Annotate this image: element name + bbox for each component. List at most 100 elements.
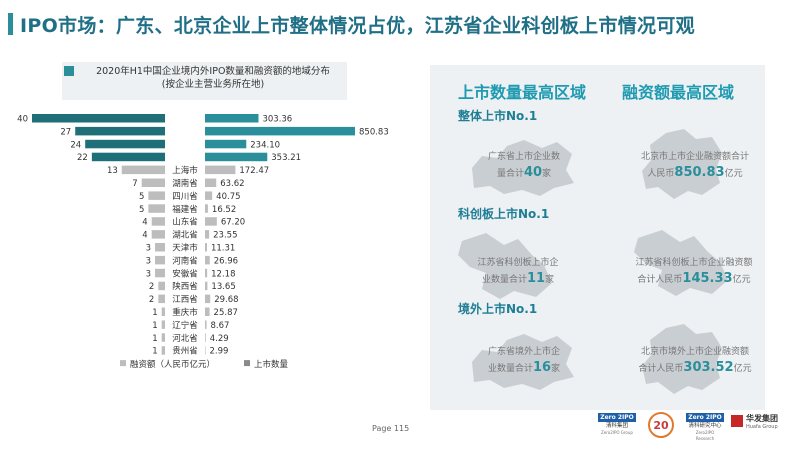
- count-bar: [155, 268, 165, 278]
- count-label: 1: [152, 347, 157, 357]
- province-label: 北京市: [172, 126, 198, 137]
- count-bar: [158, 294, 165, 304]
- amount-label: 13.65: [211, 282, 235, 292]
- legend-count-swatch: [244, 360, 250, 367]
- guangdong-map-icon-2: [472, 334, 574, 390]
- count-label: 2: [149, 282, 154, 292]
- chart-title-marker: [64, 66, 74, 76]
- amount-label: 12.18: [211, 269, 235, 279]
- count-label: 27: [60, 127, 71, 137]
- guangdong-map-icon: [472, 140, 574, 196]
- count-bar: [75, 126, 165, 136]
- amount-label: 29.68: [214, 295, 238, 305]
- count-bar: [121, 165, 165, 175]
- jiangsu-count-text: 江苏省科创板上市企 业数量合计11家: [477, 258, 559, 286]
- amount-label: 4.29: [210, 334, 229, 344]
- amount-bar: [205, 268, 208, 278]
- guangdong-overseas-value: 16: [532, 360, 552, 375]
- count-bar: [158, 281, 165, 291]
- amount-bar: [205, 191, 213, 200]
- jiangsu-count-value: 11: [526, 271, 546, 286]
- amount-bar: [205, 281, 208, 291]
- count-bar: [151, 217, 165, 226]
- beijing-amount-value: 850.83: [674, 165, 725, 180]
- count-label: 1: [152, 334, 157, 344]
- guangdong-count-value: 40: [523, 165, 543, 180]
- amount-label: 23.55: [213, 231, 237, 241]
- count-bar: [85, 139, 165, 149]
- amount-bar: [205, 230, 210, 239]
- province-label: 天津市: [172, 243, 198, 254]
- zero2ipo-group-logo: Zero 2IPO 清科集团 Zero2IPO Group: [598, 413, 636, 439]
- amount-label: 234.10: [250, 140, 280, 150]
- province-label: 河北省: [172, 333, 198, 344]
- amount-label: 11.31: [211, 244, 235, 254]
- legend-amount-swatch: [120, 360, 126, 367]
- province-label: 重庆市: [172, 307, 198, 318]
- count-bar: [161, 320, 165, 329]
- count-bar: [161, 333, 165, 342]
- count-label: 13: [107, 166, 118, 176]
- count-label: 7: [132, 179, 137, 189]
- amount-bar: [205, 165, 236, 175]
- amount-bar: [205, 152, 268, 162]
- chart-subtitle: (按企业主营业务所在地): [161, 79, 265, 90]
- jiangsu-map-icon-2: [634, 230, 728, 296]
- amount-label: 8.67: [211, 321, 230, 331]
- province-label: 广东省: [172, 114, 198, 125]
- amount-bar: [205, 333, 206, 342]
- amount-label: 2.99: [210, 347, 229, 357]
- jiangsu-amount-value: 145.33: [682, 271, 733, 286]
- chart-title: 2020年H1中国企业境内外IPO数量和融资额的地域分布: [96, 66, 330, 77]
- amount-label: 850.83: [359, 127, 389, 137]
- amount-label: 40.75: [216, 192, 240, 202]
- count-bar: [161, 346, 165, 355]
- count-bar: [148, 191, 165, 200]
- count-bar: [148, 204, 165, 213]
- count-label: 3: [146, 269, 151, 279]
- count-label: 24: [70, 140, 81, 150]
- count-label: 4: [142, 218, 147, 228]
- amount-bar: [205, 320, 207, 329]
- amount-bar: [205, 294, 211, 304]
- guangdong-overseas-text: 广东省境外上市企 业数量合计16家: [487, 347, 561, 375]
- beijing-overseas-value: 303.52: [683, 360, 734, 375]
- jiangsu-map-icon: [458, 233, 552, 299]
- count-region-heading: 上市数量最高区域: [458, 83, 587, 102]
- province-label: 贵州省: [172, 346, 198, 357]
- amount-label: 63.62: [220, 179, 244, 189]
- province-label: 福建省: [172, 204, 198, 215]
- amount-bar: [205, 139, 247, 149]
- count-label: 22: [77, 153, 88, 163]
- zero2ipo-research-logo: Zero 2IPO 清科研究中心 Zero2IPO Research: [686, 413, 724, 441]
- jiangsu-amount-text: 江苏省科创板上市企业融资额 合计人民币145.33亿元: [635, 258, 753, 286]
- province-label: 河南省: [172, 255, 198, 266]
- amount-label: 25.87: [214, 308, 238, 318]
- province-label: 江苏省: [172, 139, 198, 150]
- beijing-amount-text: 北京市上市企业融资额合计 人民币850.83亿元: [640, 152, 749, 180]
- amount-bar: [205, 126, 355, 136]
- overall-ipo-label: 整体上市No.1: [458, 109, 538, 123]
- legend-amount-label: 融资额（人民币亿元）: [130, 359, 215, 370]
- amount-label: 26.96: [214, 256, 238, 266]
- amount-bar: [205, 114, 259, 123]
- count-bar: [155, 243, 165, 252]
- amount-label: 16.52: [212, 205, 236, 215]
- guangdong-count-text: 广东省上市企业数 量合计40家: [487, 152, 560, 180]
- amount-label: 353.21: [271, 153, 301, 163]
- beijing-overseas-text: 北京市境外上市企业融资额 合计人民币303.52亿元: [638, 347, 752, 375]
- amount-bar: [205, 255, 210, 265]
- count-bar: [141, 178, 165, 187]
- overseas-ipo-label: 境外上市No.1: [458, 302, 538, 316]
- count-bar: [32, 114, 165, 123]
- legend-count-label: 上市数量: [254, 359, 289, 370]
- count-bar: [91, 152, 165, 162]
- count-label: 5: [139, 192, 144, 202]
- count-label: 3: [146, 256, 151, 266]
- province-label: 江西省: [172, 294, 198, 305]
- huafa-logo-icon: [731, 415, 743, 427]
- province-label: 上海市: [172, 165, 198, 176]
- amount-label: 67.20: [221, 218, 245, 228]
- amount-bar: [205, 307, 210, 316]
